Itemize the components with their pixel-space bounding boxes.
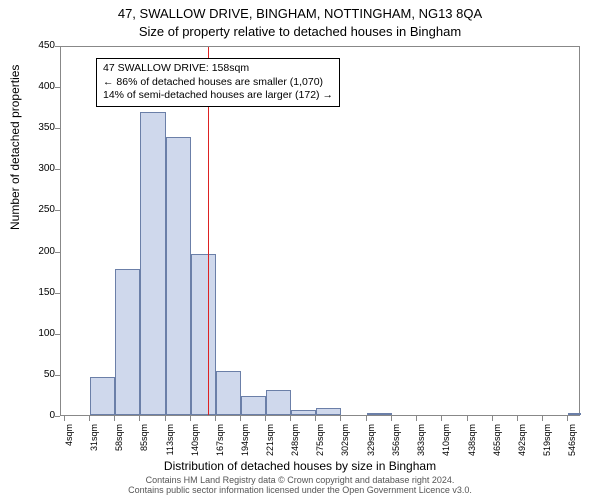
x-tick-label: 194sqm xyxy=(240,424,250,464)
histogram-bar xyxy=(316,408,341,415)
x-tick-label: 275sqm xyxy=(315,424,325,464)
x-tick-mark xyxy=(240,416,241,421)
x-tick-mark xyxy=(315,416,316,421)
histogram-bar xyxy=(115,269,140,415)
x-tick-mark xyxy=(265,416,266,421)
y-tick-label: 300 xyxy=(25,163,55,174)
x-tick-mark xyxy=(165,416,166,421)
footer-attribution: Contains HM Land Registry data © Crown c… xyxy=(0,476,600,496)
x-tick-mark xyxy=(114,416,115,421)
y-tick-mark xyxy=(55,128,60,129)
x-tick-mark xyxy=(89,416,90,421)
y-tick-label: 200 xyxy=(25,246,55,257)
x-tick-label: 248sqm xyxy=(290,424,300,464)
x-tick-mark xyxy=(416,416,417,421)
histogram-bar xyxy=(241,396,266,415)
x-tick-mark xyxy=(139,416,140,421)
x-tick-mark xyxy=(290,416,291,421)
x-tick-label: 302sqm xyxy=(340,424,350,464)
x-tick-mark xyxy=(340,416,341,421)
x-tick-label: 465sqm xyxy=(492,424,502,464)
histogram-bar xyxy=(166,137,191,415)
chart-title-subtitle: Size of property relative to detached ho… xyxy=(0,24,600,39)
annotation-line2: ← 86% of detached houses are smaller (1,… xyxy=(103,76,323,88)
y-tick-mark xyxy=(55,169,60,170)
histogram-bar xyxy=(291,410,316,415)
x-tick-mark xyxy=(441,416,442,421)
histogram-bar xyxy=(90,377,115,415)
footer-line1: Contains HM Land Registry data © Crown c… xyxy=(146,475,455,485)
x-tick-mark xyxy=(366,416,367,421)
x-tick-label: 167sqm xyxy=(215,424,225,464)
y-tick-mark xyxy=(55,416,60,417)
y-tick-label: 0 xyxy=(25,410,55,421)
x-tick-label: 410sqm xyxy=(441,424,451,464)
x-tick-mark xyxy=(64,416,65,421)
y-tick-label: 250 xyxy=(25,204,55,215)
y-tick-mark xyxy=(55,210,60,211)
x-tick-label: 58sqm xyxy=(114,424,124,464)
x-tick-label: 383sqm xyxy=(416,424,426,464)
x-tick-mark xyxy=(542,416,543,421)
plot-area: 47 SWALLOW DRIVE: 158sqm ← 86% of detache… xyxy=(60,46,580,416)
x-tick-label: 85sqm xyxy=(139,424,149,464)
y-tick-mark xyxy=(55,252,60,253)
x-tick-label: 221sqm xyxy=(265,424,275,464)
x-tick-label: 4sqm xyxy=(64,424,74,464)
y-tick-label: 100 xyxy=(25,328,55,339)
histogram-bar xyxy=(216,371,241,415)
histogram-bar xyxy=(367,413,392,415)
x-tick-label: 329sqm xyxy=(366,424,376,464)
annotation-line3: 14% of semi-detached houses are larger (… xyxy=(103,89,333,101)
histogram-bar xyxy=(191,254,216,415)
x-tick-label: 140sqm xyxy=(190,424,200,464)
x-tick-mark xyxy=(567,416,568,421)
x-tick-mark xyxy=(517,416,518,421)
y-tick-label: 150 xyxy=(25,287,55,298)
x-tick-mark xyxy=(467,416,468,421)
chart-title-address: 47, SWALLOW DRIVE, BINGHAM, NOTTINGHAM, … xyxy=(0,6,600,21)
annotation-box: 47 SWALLOW DRIVE: 158sqm ← 86% of detache… xyxy=(96,58,340,107)
y-tick-label: 50 xyxy=(25,369,55,380)
x-tick-label: 519sqm xyxy=(542,424,552,464)
annotation-line1: 47 SWALLOW DRIVE: 158sqm xyxy=(103,62,249,74)
histogram-bar xyxy=(266,390,291,415)
y-tick-label: 400 xyxy=(25,81,55,92)
x-tick-label: 492sqm xyxy=(517,424,527,464)
y-tick-mark xyxy=(55,293,60,294)
y-tick-label: 350 xyxy=(25,122,55,133)
x-tick-label: 438sqm xyxy=(467,424,477,464)
x-tick-mark xyxy=(190,416,191,421)
footer-line2: Contains public sector information licen… xyxy=(128,485,472,495)
x-tick-label: 546sqm xyxy=(567,424,577,464)
y-axis-label: Number of detached properties xyxy=(8,65,22,230)
histogram-bar xyxy=(140,112,166,415)
x-tick-label: 356sqm xyxy=(391,424,401,464)
y-tick-mark xyxy=(55,87,60,88)
y-tick-mark xyxy=(55,334,60,335)
x-tick-mark xyxy=(391,416,392,421)
y-tick-mark xyxy=(55,46,60,47)
y-tick-label: 450 xyxy=(25,40,55,51)
x-tick-mark xyxy=(492,416,493,421)
histogram-bar xyxy=(568,413,581,415)
x-tick-label: 113sqm xyxy=(165,424,175,464)
y-tick-mark xyxy=(55,375,60,376)
x-tick-mark xyxy=(215,416,216,421)
x-tick-label: 31sqm xyxy=(89,424,99,464)
